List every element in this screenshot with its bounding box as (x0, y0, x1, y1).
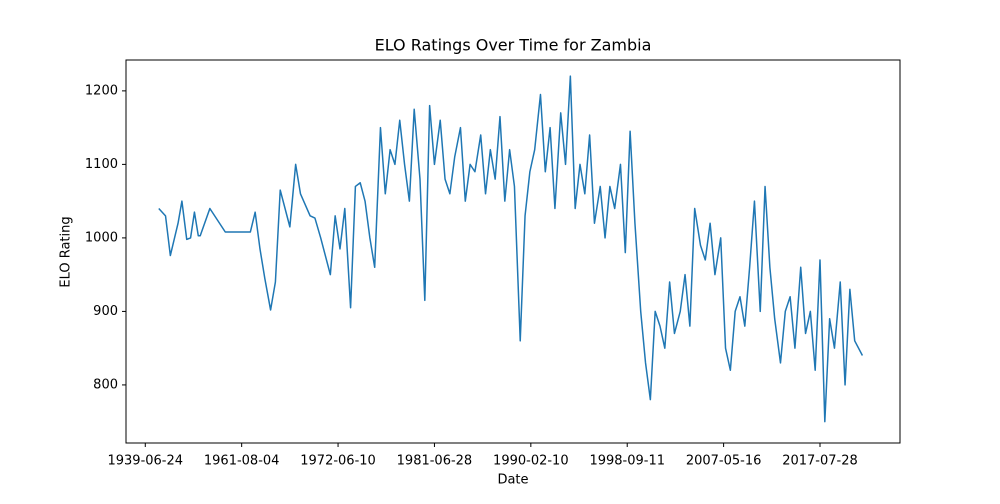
x-tick-label: 1990-02-10 (493, 454, 569, 469)
data-line (158, 75, 864, 423)
x-tick-label: 1972-06-10 (300, 454, 376, 469)
chart-title: ELO Ratings Over Time for Zambia (375, 36, 652, 55)
x-tick-label: 1961-08-04 (204, 454, 280, 469)
x-axis-label: Date (497, 473, 528, 488)
y-tick-label: 800 (93, 377, 118, 392)
y-tick-label: 900 (93, 304, 118, 319)
y-tick-label: 1200 (85, 83, 118, 98)
x-tick-label: 1981-06-28 (397, 454, 473, 469)
plot-frame (125, 59, 901, 444)
y-tick-label: 1000 (85, 230, 118, 245)
y-tick-label: 1100 (85, 157, 118, 172)
x-tick-label: 1939-06-24 (107, 454, 183, 469)
y-axis-label: ELO Rating (59, 216, 74, 287)
x-tick-label: 1998-09-11 (589, 454, 665, 469)
x-tick-label: 2007-05-16 (686, 454, 762, 469)
x-tick-label: 2017-07-28 (782, 454, 858, 469)
